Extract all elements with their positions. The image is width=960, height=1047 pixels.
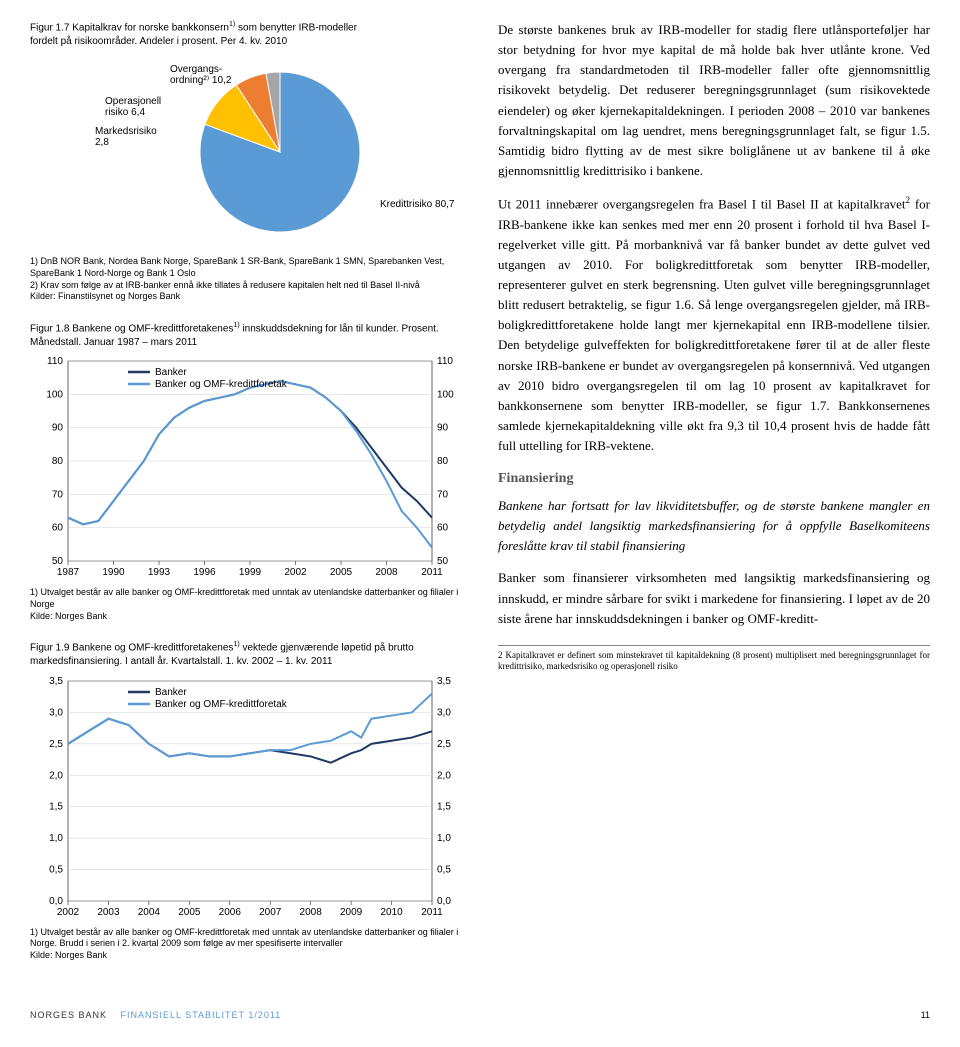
svg-text:1990: 1990 (102, 567, 125, 578)
svg-text:1,5: 1,5 (49, 802, 63, 813)
svg-text:2,5: 2,5 (49, 739, 63, 750)
svg-text:1993: 1993 (148, 567, 171, 578)
svg-text:Banker: Banker (155, 367, 187, 378)
svg-text:100: 100 (46, 390, 63, 401)
right-column: De største bankenes bruk av IRB-modeller… (498, 20, 930, 980)
svg-text:80: 80 (52, 456, 64, 467)
line-chart-19: 0,0 0,0 0,5 0,5 1,0 1,0 1,5 1,5 2,0 2,0 2,5 2,5 3,0 3… (30, 673, 470, 923)
svg-text:2002: 2002 (57, 907, 80, 918)
svg-text:Overgangs-: Overgangs- (170, 64, 222, 75)
svg-text:60: 60 (52, 523, 64, 534)
svg-text:risiko 6,4: risiko 6,4 (105, 107, 145, 118)
pie-chart: Kredittrisiko 80,7 Overgangs-ordning²⁾ 10… (30, 52, 470, 252)
svg-text:3,0: 3,0 (437, 707, 451, 718)
svg-text:2006: 2006 (219, 907, 242, 918)
footer-left: NORGES BANK FINANSIELL STABILITET 1/2011 (30, 1010, 281, 1020)
svg-text:0,5: 0,5 (49, 864, 63, 875)
svg-text:2,0: 2,0 (49, 770, 63, 781)
svg-text:90: 90 (437, 423, 449, 434)
fig18-title: Figur 1.8 Bankene og OMF-kredittforetake… (30, 321, 470, 349)
svg-text:50: 50 (52, 556, 64, 567)
svg-text:1,5: 1,5 (437, 802, 451, 813)
svg-text:2004: 2004 (138, 907, 161, 918)
svg-text:110: 110 (437, 356, 453, 367)
svg-text:2008: 2008 (375, 567, 398, 578)
body-p2: Ut 2011 innebærer overgangsregelen fra B… (498, 193, 930, 456)
svg-text:80: 80 (437, 456, 449, 467)
svg-text:50: 50 (437, 556, 449, 567)
line-chart-18: 50 50 60 60 70 70 80 80 90 90 100 100 110 110 1987 1990… (30, 353, 470, 583)
svg-text:3,5: 3,5 (49, 676, 63, 687)
svg-text:1999: 1999 (239, 567, 262, 578)
svg-text:ordning²⁾ 10,2: ordning²⁾ 10,2 (170, 75, 232, 86)
svg-text:2008: 2008 (300, 907, 323, 918)
svg-text:1987: 1987 (57, 567, 80, 578)
svg-text:0,5: 0,5 (437, 864, 451, 875)
svg-text:2005: 2005 (178, 907, 201, 918)
svg-text:Banker og OMF-kredittforetak: Banker og OMF-kredittforetak (155, 379, 288, 390)
svg-text:2011: 2011 (421, 907, 443, 918)
svg-text:2003: 2003 (97, 907, 120, 918)
svg-text:Kredittrisiko 80,7: Kredittrisiko 80,7 (380, 199, 455, 210)
svg-text:0,0: 0,0 (49, 896, 63, 907)
section-lead: Bankene har fortsatt for lav likviditets… (498, 496, 930, 556)
svg-text:Markedsrisiko: Markedsrisiko (95, 126, 157, 137)
page-number: 11 (921, 1010, 930, 1020)
fig17-footnote: 1) DnB NOR Bank, Nordea Bank Norge, Spar… (30, 256, 470, 303)
svg-text:2007: 2007 (259, 907, 282, 918)
svg-text:1,0: 1,0 (49, 833, 63, 844)
left-column: Figur 1.7 Kapitalkrav for norske bankkon… (30, 20, 470, 980)
footnote-2: 2 Kapitalkravet er definert som minstekr… (498, 645, 930, 673)
svg-text:2002: 2002 (284, 567, 307, 578)
svg-text:Banker og OMF-kredittforetak: Banker og OMF-kredittforetak (155, 699, 288, 710)
body-p1: De største bankenes bruk av IRB-modeller… (498, 20, 930, 181)
fig19-title: Figur 1.9 Bankene og OMF-kredittforetake… (30, 640, 470, 668)
svg-text:2009: 2009 (340, 907, 363, 918)
svg-text:100: 100 (437, 390, 454, 401)
svg-text:2,0: 2,0 (437, 770, 451, 781)
svg-text:Operasjonell: Operasjonell (105, 96, 161, 107)
svg-text:2011: 2011 (421, 567, 443, 578)
svg-text:2005: 2005 (330, 567, 353, 578)
svg-text:70: 70 (437, 490, 449, 501)
section-heading: Finansiering (498, 468, 930, 490)
svg-text:60: 60 (437, 523, 449, 534)
page-footer: NORGES BANK FINANSIELL STABILITET 1/2011… (30, 1010, 930, 1020)
fig17-title: Figur 1.7 Kapitalkrav for norske bankkon… (30, 20, 470, 48)
svg-text:3,0: 3,0 (49, 707, 63, 718)
svg-text:2,8: 2,8 (95, 137, 109, 148)
svg-text:Banker: Banker (155, 687, 187, 698)
svg-text:70: 70 (52, 490, 64, 501)
figure-1-8: Figur 1.8 Bankene og OMF-kredittforetake… (30, 321, 470, 622)
fig18-footnote: 1) Utvalget består av alle banker og OMF… (30, 587, 470, 622)
svg-text:110: 110 (47, 356, 63, 367)
svg-text:0,0: 0,0 (437, 896, 451, 907)
svg-text:3,5: 3,5 (437, 676, 451, 687)
body-p3: Banker som finansierer virksomheten med … (498, 568, 930, 628)
svg-text:2,5: 2,5 (437, 739, 451, 750)
fig19-footnote: 1) Utvalget består av alle banker og OMF… (30, 927, 470, 962)
svg-text:1,0: 1,0 (437, 833, 451, 844)
svg-text:2010: 2010 (380, 907, 403, 918)
page-columns: Figur 1.7 Kapitalkrav for norske bankkon… (30, 20, 930, 980)
figure-1-9: Figur 1.9 Bankene og OMF-kredittforetake… (30, 640, 470, 961)
svg-text:1996: 1996 (193, 567, 216, 578)
svg-text:90: 90 (52, 423, 64, 434)
figure-1-7: Figur 1.7 Kapitalkrav for norske bankkon… (30, 20, 470, 303)
